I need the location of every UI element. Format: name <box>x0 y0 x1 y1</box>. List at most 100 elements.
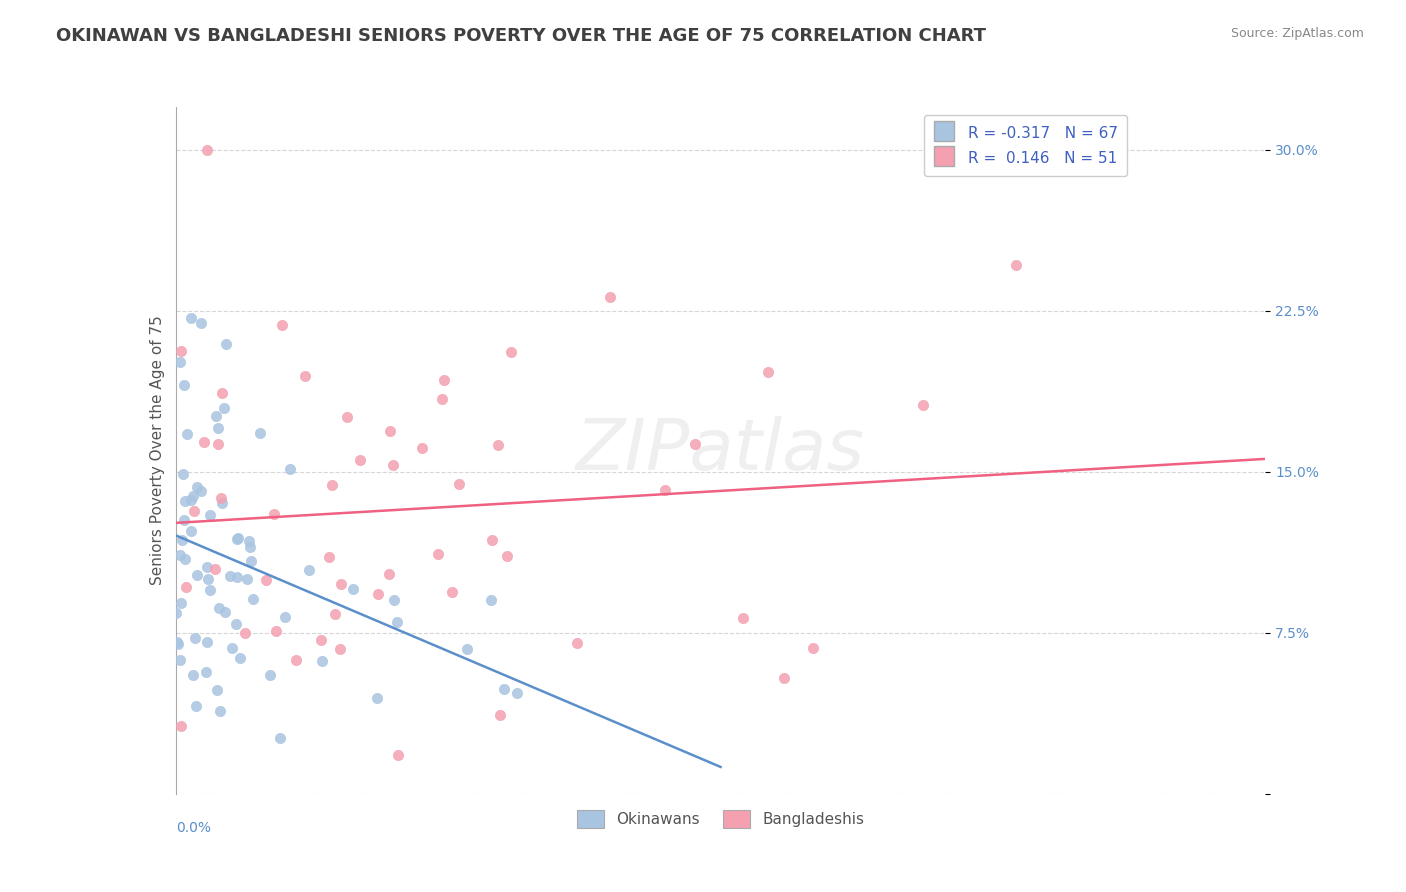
Point <box>174 551 197 566</box>
Point <box>488 438 510 452</box>
Point <box>173 377 195 392</box>
Point <box>380 424 402 438</box>
Point <box>378 567 401 582</box>
Point <box>239 541 262 555</box>
Point <box>329 642 352 657</box>
Point <box>195 635 218 649</box>
Point <box>254 573 277 587</box>
Point <box>427 547 450 561</box>
Y-axis label: Seniors Poverty Over the Age of 75: Seniors Poverty Over the Age of 75 <box>149 316 165 585</box>
Point <box>194 665 217 679</box>
Point <box>756 365 779 379</box>
Text: 0.0%: 0.0% <box>176 822 211 835</box>
Point <box>225 616 247 631</box>
Point <box>186 480 208 494</box>
Point <box>214 605 236 619</box>
Point <box>411 441 433 455</box>
Point <box>367 587 389 601</box>
Point <box>166 635 188 649</box>
Point <box>381 458 404 472</box>
Point <box>181 489 204 503</box>
Point <box>440 585 463 599</box>
Point <box>172 533 194 547</box>
Point <box>176 427 198 442</box>
Point <box>172 467 194 482</box>
Point <box>183 504 205 518</box>
Point <box>683 437 706 451</box>
Point <box>225 570 247 584</box>
Point <box>1004 258 1026 272</box>
Point <box>479 593 502 607</box>
Point <box>169 355 191 369</box>
Point <box>330 577 353 591</box>
Point <box>165 606 187 620</box>
Point <box>233 625 256 640</box>
Point <box>278 462 301 476</box>
Point <box>212 401 235 415</box>
Point <box>309 633 332 648</box>
Point <box>183 631 205 645</box>
Point <box>170 718 193 732</box>
Point <box>599 290 621 304</box>
Point <box>226 533 249 547</box>
Point <box>496 549 519 563</box>
Point <box>211 496 233 510</box>
Point <box>208 705 231 719</box>
Point <box>433 373 456 387</box>
Point <box>323 607 346 621</box>
Point <box>174 580 197 594</box>
Point <box>654 483 676 497</box>
Point <box>447 477 470 491</box>
Legend: Okinawans, Bangladeshis: Okinawans, Bangladeshis <box>571 804 870 834</box>
Point <box>239 554 262 568</box>
Point <box>207 436 229 450</box>
Point <box>506 686 529 700</box>
Point <box>311 655 333 669</box>
Point <box>318 550 340 565</box>
Point <box>238 533 260 548</box>
Text: OKINAWAN VS BANGLADESHI SENIORS POVERTY OVER THE AGE OF 75 CORRELATION CHART: OKINAWAN VS BANGLADESHI SENIORS POVERTY … <box>56 27 986 45</box>
Point <box>298 563 321 577</box>
Point <box>430 392 453 406</box>
Point <box>221 641 243 656</box>
Point <box>186 567 208 582</box>
Point <box>259 667 281 681</box>
Point <box>174 493 197 508</box>
Point <box>195 560 218 574</box>
Point <box>170 344 193 359</box>
Point <box>190 317 212 331</box>
Point <box>180 311 202 326</box>
Point <box>219 569 242 583</box>
Point <box>226 531 249 545</box>
Text: Source: ZipAtlas.com: Source: ZipAtlas.com <box>1230 27 1364 40</box>
Point <box>204 562 226 576</box>
Point <box>321 478 343 492</box>
Point <box>731 611 754 625</box>
Point <box>173 513 195 527</box>
Point <box>336 410 359 425</box>
Point <box>236 572 259 586</box>
Point <box>170 596 193 610</box>
Point <box>204 409 226 424</box>
Point <box>349 452 371 467</box>
Point <box>205 682 228 697</box>
Point <box>488 707 510 722</box>
Point <box>195 143 218 157</box>
Point <box>215 336 238 351</box>
Point <box>269 731 291 746</box>
Point <box>190 484 212 499</box>
Point <box>169 548 191 562</box>
Text: ZIPatlas: ZIPatlas <box>576 416 865 485</box>
Point <box>284 653 307 667</box>
Point <box>249 425 271 440</box>
Point <box>385 615 408 629</box>
Point <box>387 747 409 762</box>
Point <box>382 593 405 607</box>
Point <box>263 507 285 521</box>
Point <box>200 583 222 598</box>
Point <box>499 345 522 359</box>
Point <box>801 640 824 655</box>
Point <box>180 493 202 508</box>
Point <box>229 651 252 665</box>
Point <box>184 699 207 714</box>
